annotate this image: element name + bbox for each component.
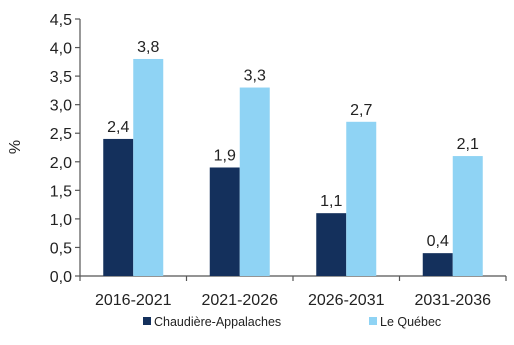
y-tick-label: 3,0 (50, 98, 72, 115)
y-axis-label: % (7, 140, 24, 154)
bar-le-quebec (452, 156, 483, 276)
bar-chaudiere-appalaches (422, 253, 453, 276)
data-label: 2,4 (107, 119, 129, 136)
bar-le-quebec (346, 121, 377, 276)
data-label: 0,4 (427, 233, 449, 250)
y-tick-label: 3,5 (50, 69, 72, 86)
x-tick-label: 2031-2036 (414, 292, 491, 309)
bars (103, 58, 483, 277)
y-tick-label: 2,5 (50, 126, 72, 143)
legend-swatch (143, 317, 151, 325)
data-label: 3,3 (244, 68, 266, 85)
legend-swatch (369, 317, 377, 325)
y-tick-label: 0,5 (50, 240, 72, 257)
legend-label: Le Québec (380, 315, 441, 329)
x-tick-label: 2026-2031 (308, 292, 385, 309)
bar-chaudiere-appalaches (209, 167, 240, 276)
labels: 2,4 3,8 1,9 3,3 1,1 2,7 0,4 2,1 (107, 39, 479, 250)
bar-chaudiere-appalaches (103, 138, 134, 276)
bar-chaudiere-appalaches (316, 213, 347, 276)
data-label: 3,8 (137, 39, 159, 56)
y-tick-label: 1,5 (50, 183, 72, 200)
data-label: 1,9 (214, 147, 236, 164)
x-tick-label: 2016-2021 (95, 292, 172, 309)
x-tick-label: 2021-2026 (201, 292, 278, 309)
bar-le-quebec (133, 58, 164, 276)
axes: 0,0 0,5 1,0 1,5 2,0 2,5 3,0 3,5 4,0 4,5% 2016-2021… (7, 12, 507, 309)
legend: Chaudière-Appalaches Le Québec (143, 315, 441, 329)
y-tick-label: 4,5 (50, 12, 72, 29)
y-tick-label: 1,0 (50, 212, 72, 229)
data-label: 2,7 (350, 102, 372, 119)
data-label: 1,1 (320, 193, 342, 210)
y-tick-label: 0,0 (50, 269, 72, 286)
y-tick-label: 4,0 (50, 41, 72, 58)
y-tick-label: 2,0 (50, 155, 72, 172)
bar-le-quebec (239, 87, 270, 277)
data-label: 2,1 (457, 136, 479, 153)
legend-label: Chaudière-Appalaches (154, 315, 281, 329)
